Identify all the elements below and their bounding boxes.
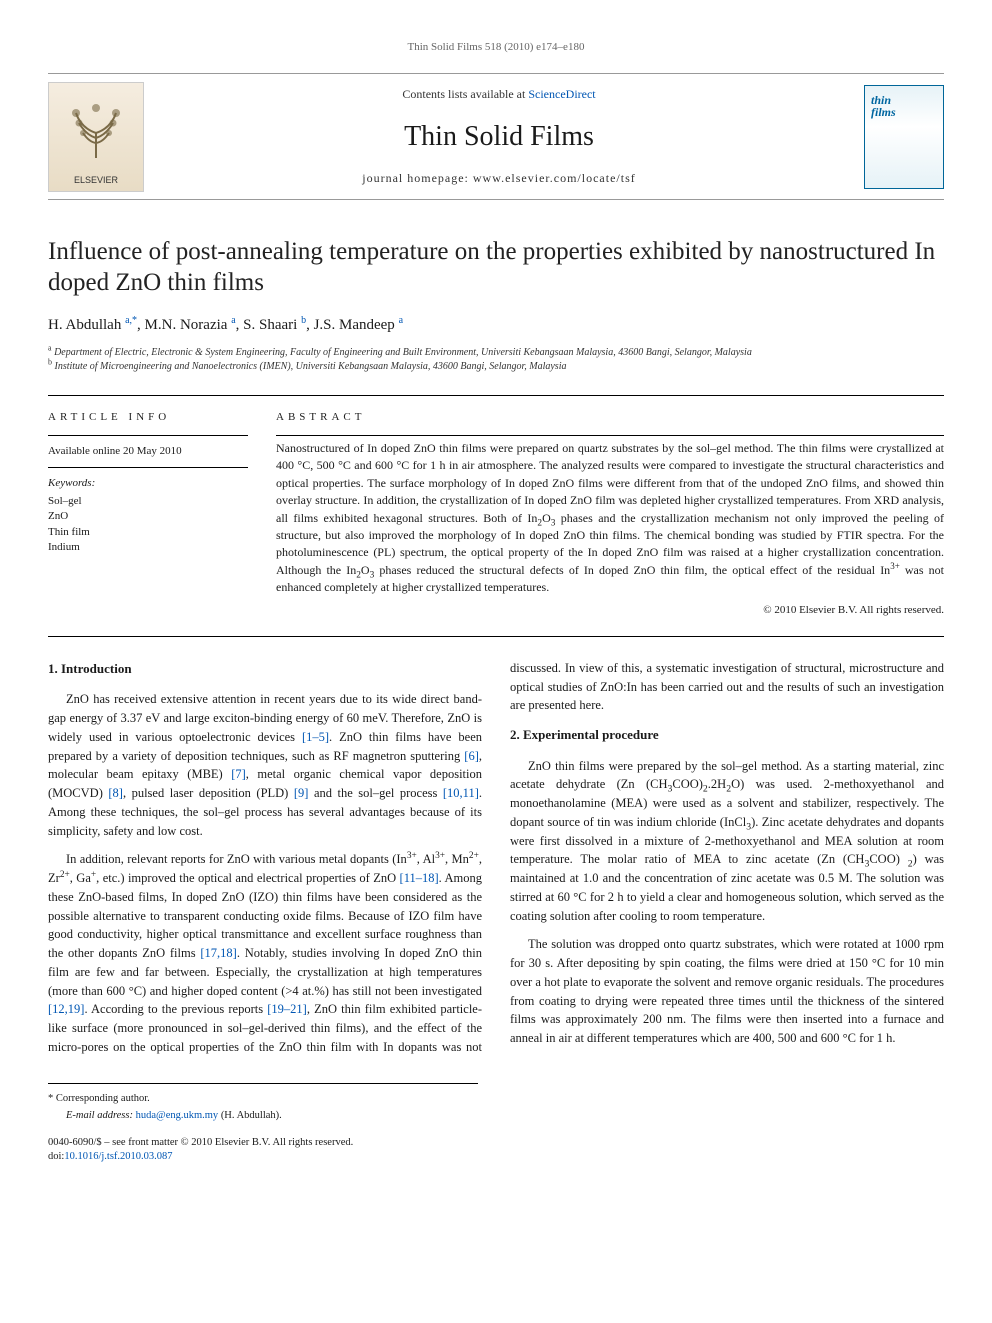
elsevier-tree-icon	[61, 93, 131, 163]
section-heading-2: 2. Experimental procedure	[510, 725, 944, 745]
journal-name: Thin Solid Films	[154, 117, 844, 156]
keyword: ZnO	[48, 509, 248, 524]
article-title: Influence of post-annealing temperature …	[48, 236, 944, 299]
body-paragraph: ZnO has received extensive attention in …	[48, 690, 482, 840]
keyword: Thin film	[48, 525, 248, 540]
author-list: H. Abdullah a,*, M.N. Norazia a, S. Shaa…	[48, 315, 944, 336]
doi-prefix: doi:	[48, 1151, 64, 1162]
body-columns: 1. Introduction ZnO has received extensi…	[48, 659, 944, 1057]
contents-prefix: Contents lists available at	[402, 87, 528, 101]
journal-homepage: journal homepage: www.elsevier.com/locat…	[154, 170, 844, 187]
affiliations: a Department of Electric, Electronic & S…	[48, 346, 944, 375]
cover-line2: films	[871, 105, 896, 119]
section-heading-1: 1. Introduction	[48, 659, 482, 679]
aff-marker: b	[48, 358, 52, 367]
email-prefix: E-mail address:	[66, 1110, 136, 1121]
corresponding-author-footer: * Corresponding author. E-mail address: …	[48, 1083, 478, 1123]
keyword: Sol–gel	[48, 494, 248, 509]
abstract-copyright: © 2010 Elsevier B.V. All rights reserved…	[276, 603, 944, 618]
available-online: Available online 20 May 2010	[48, 436, 248, 467]
aff-text: Institute of Microengineering and Nanoel…	[55, 361, 567, 372]
corr-email-link[interactable]: huda@eng.ukm.my	[136, 1110, 219, 1121]
front-matter-line: 0040-6090/$ – see front matter © 2010 El…	[48, 1136, 478, 1151]
email-suffix: (H. Abdullah).	[218, 1110, 282, 1121]
body-paragraph: The solution was dropped onto quartz sub…	[510, 935, 944, 1048]
abstract-column: ABSTRACT Nanostructured of In doped ZnO …	[276, 396, 944, 618]
keywords-label: Keywords:	[48, 476, 248, 491]
keyword: Indium	[48, 540, 248, 555]
aff-marker: a	[48, 343, 52, 352]
doi-footer: 0040-6090/$ – see front matter © 2010 El…	[48, 1136, 478, 1165]
publisher-logo: ELSEVIER	[48, 82, 144, 192]
affiliation-b: b Institute of Microengineering and Nano…	[48, 360, 944, 375]
article-info-label: ARTICLE INFO	[48, 396, 248, 435]
aff-text: Department of Electric, Electronic & Sys…	[54, 347, 752, 358]
abstract-text: Nanostructured of In doped ZnO thin film…	[276, 440, 944, 597]
doi-link[interactable]: 10.1016/j.tsf.2010.03.087	[64, 1151, 172, 1162]
journal-cover-thumb: thin films	[864, 85, 944, 189]
sciencedirect-link[interactable]: ScienceDirect	[528, 87, 595, 101]
abstract-label: ABSTRACT	[276, 396, 944, 435]
article-info-column: ARTICLE INFO Available online 20 May 201…	[48, 396, 248, 618]
corr-author-label: * Corresponding author.	[48, 1092, 478, 1107]
journal-masthead: ELSEVIER Contents lists available at Sci…	[48, 73, 944, 200]
contents-line: Contents lists available at ScienceDirec…	[154, 86, 844, 103]
publisher-name: ELSEVIER	[49, 174, 143, 187]
affiliation-a: a Department of Electric, Electronic & S…	[48, 346, 944, 361]
body-paragraph: ZnO thin films were prepared by the sol–…	[510, 757, 944, 926]
running-header: Thin Solid Films 518 (2010) e174–e180	[48, 40, 944, 55]
